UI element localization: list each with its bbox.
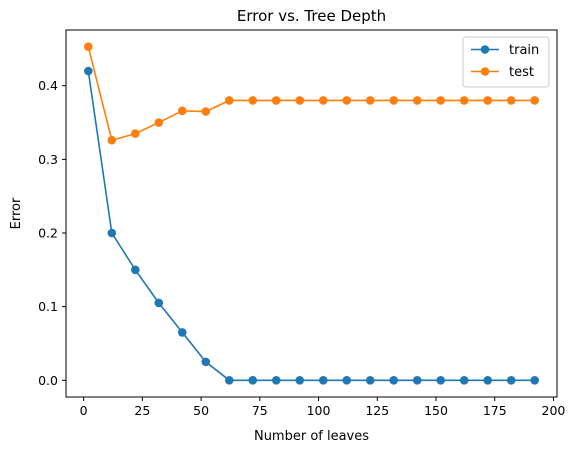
data-point-test: [483, 96, 492, 105]
data-point-train: [436, 375, 446, 385]
data-point-train: [459, 375, 469, 385]
y-tick-label: 0.0: [38, 373, 58, 388]
data-point-train: [318, 375, 328, 385]
data-point-test: [224, 96, 234, 105]
y-axis-label: Error: [9, 197, 24, 229]
data-point-test: [201, 107, 211, 116]
x-tick-label: 25: [134, 403, 150, 418]
data-point-test: [154, 118, 164, 127]
data-point-train: [483, 375, 492, 385]
data-point-test: [436, 96, 446, 105]
data-point-train: [177, 328, 187, 337]
data-point-test: [107, 135, 117, 145]
legend-label-test: test: [509, 65, 534, 80]
data-point-train: [201, 357, 211, 367]
y-tick-label: 0.2: [38, 226, 58, 241]
data-point-test: [131, 129, 140, 138]
legend-marker-test: [480, 67, 490, 76]
data-point-test: [506, 96, 516, 105]
x-axis-label: Number of leaves: [254, 429, 369, 444]
axes: 0 25 50 75 100 125 150 175 200 0.0 0.1 0.2 0.3 0.4: [38, 78, 565, 418]
legend-marker-train: [480, 45, 490, 54]
chart-title: Error vs. Tree Depth: [237, 7, 386, 25]
x-tick-label: 75: [252, 403, 268, 418]
legend: train test: [462, 36, 550, 88]
series-line-train: [87, 70, 535, 382]
plot-area: [84, 42, 539, 385]
data-point-test: [365, 96, 375, 105]
data-point-test: [530, 96, 539, 105]
data-point-train: [248, 375, 258, 385]
data-point-test: [84, 42, 93, 52]
data-point-train: [84, 66, 93, 76]
data-point-train: [271, 375, 281, 385]
plot-frame: [65, 29, 558, 398]
data-point-train: [342, 375, 352, 385]
data-point-test: [342, 96, 352, 105]
series-train: [84, 66, 539, 385]
x-tick-label: 175: [483, 403, 507, 418]
legend-label-train: train: [509, 43, 539, 58]
y-tick-label: 0.3: [38, 152, 58, 167]
data-point-test: [389, 96, 399, 105]
data-point-train: [412, 375, 422, 385]
data-point-test: [318, 96, 328, 105]
x-tick-label: 50: [193, 403, 209, 418]
data-point-train: [389, 375, 399, 385]
data-point-train: [154, 298, 164, 308]
y-tick-label: 0.4: [38, 78, 58, 93]
data-point-train: [506, 375, 516, 385]
data-point-test: [248, 96, 258, 105]
data-point-train: [530, 375, 539, 385]
x-tick-label: 150: [424, 403, 448, 418]
data-point-test: [295, 96, 305, 105]
x-tick-label: 200: [542, 403, 566, 418]
data-point-test: [271, 96, 281, 105]
x-tick-label: 125: [365, 403, 389, 418]
data-point-train: [295, 375, 305, 385]
data-point-test: [459, 96, 469, 105]
data-point-test: [412, 96, 422, 105]
y-tick-label: 0.1: [38, 299, 58, 314]
data-point-test: [177, 106, 187, 116]
data-point-train: [365, 375, 375, 385]
series-test: [84, 42, 539, 145]
data-point-train: [107, 228, 117, 238]
x-tick-label: 100: [307, 403, 331, 418]
x-tick-label: 0: [80, 403, 88, 418]
data-point-train: [224, 375, 234, 385]
data-point-train: [131, 265, 140, 275]
